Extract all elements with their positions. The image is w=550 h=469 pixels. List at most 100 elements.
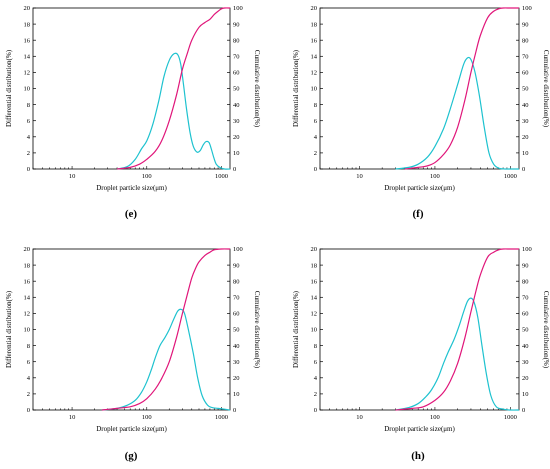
y-right-tick-label: 30 [522, 118, 529, 125]
y-left-tick-label: 20 [311, 246, 318, 253]
differential-distribution-line [395, 297, 520, 411]
x-axis-title: Droplet particle size(μm) [384, 425, 455, 433]
y-right-tick-label: 60 [233, 311, 240, 318]
differential-distribution-line [395, 56, 519, 170]
y-right-tick-label: 90 [522, 21, 529, 28]
y-right-tick-label: 60 [522, 70, 529, 77]
y-left-tick-label: 12 [24, 70, 31, 77]
y-left-tick-label: 6 [314, 118, 318, 125]
y-left-tick-label: 4 [314, 375, 318, 382]
y-left-tick-label: 14 [24, 295, 31, 302]
y-left-tick-label: 18 [311, 262, 318, 269]
panel-h: 0 2 4 6 8 10 12 14 16 18 20 0 10 20 30 40 50 60 70 80 90 100 1… [292, 246, 550, 462]
y-right-tick-label: 100 [522, 246, 532, 253]
y-right-tick-label: 30 [233, 118, 240, 125]
y-right-tick-label: 70 [233, 54, 240, 61]
y-left-tick-label: 0 [27, 166, 30, 173]
y-right-tick-label: 10 [233, 150, 240, 157]
y-left-tick-label: 4 [314, 134, 318, 141]
y-right-tick-label: 80 [233, 278, 240, 285]
y-left-tick-label: 6 [27, 359, 31, 366]
x-tick-label: 1000 [215, 173, 228, 180]
y-right-tick-label: 30 [522, 359, 529, 366]
y-left-tick-label: 18 [24, 21, 31, 28]
x-tick-label: 1000 [215, 414, 228, 421]
y-left-tick-label: 20 [311, 5, 318, 12]
y-left-axis-title: Differential distribution(%) [5, 49, 13, 127]
y-right-tick-label: 10 [233, 391, 240, 398]
y-left-tick-label: 14 [311, 295, 318, 302]
y-right-tick-label: 0 [522, 166, 525, 173]
plot-frame [32, 7, 231, 170]
y-right-tick-label: 0 [522, 407, 525, 414]
y-right-tick-label: 50 [522, 86, 529, 93]
y-left-axis-title: Differential distribution(%) [5, 290, 13, 368]
y-right-tick-label: 40 [522, 102, 529, 109]
x-tick-label: 1000 [504, 414, 517, 421]
y-right-tick-label: 80 [233, 37, 240, 44]
y-left-tick-label: 10 [24, 327, 31, 334]
x-tick-label: 10 [69, 173, 76, 180]
panel-label: (h) [411, 450, 425, 462]
plot-frame [32, 248, 231, 411]
y-right-tick-label: 10 [522, 150, 529, 157]
y-left-tick-label: 14 [24, 54, 31, 61]
panel-f: 0 2 4 6 8 10 12 14 16 18 20 0 10 20 30 40 50 60 70 80 90 100 1… [292, 5, 550, 220]
y-left-tick-label: 8 [27, 102, 30, 109]
x-tick-label: 10 [69, 414, 76, 421]
y-right-tick-label: 100 [233, 246, 243, 253]
x-axis-title: Droplet particle size(μm) [96, 425, 167, 433]
x-axis-title: Droplet particle size(μm) [96, 184, 167, 192]
y-right-axis-title: Cumulative distribution(%) [542, 291, 550, 369]
x-tick-label: 1000 [504, 173, 517, 180]
y-right-axis-title: Cumulative distribution(%) [253, 291, 261, 369]
x-tick-label: 100 [430, 173, 440, 180]
y-right-tick-label: 20 [233, 134, 240, 141]
y-left-tick-label: 2 [314, 391, 317, 398]
y-right-tick-label: 30 [233, 359, 240, 366]
y-right-tick-label: 70 [522, 54, 529, 61]
y-right-tick-label: 90 [233, 21, 240, 28]
y-left-axis-title: Differential distribution(%) [292, 49, 300, 127]
panel-label: (f) [413, 208, 424, 220]
cumulative-distribution-line [395, 248, 519, 411]
y-left-axis-title: Differential distribution(%) [292, 290, 300, 368]
y-right-tick-label: 60 [233, 70, 240, 77]
x-tick-label: 10 [356, 173, 363, 180]
cumulative-distribution-line [404, 7, 519, 170]
x-tick-label: 100 [430, 414, 440, 421]
y-left-tick-label: 10 [311, 327, 318, 334]
differential-distribution-line [101, 308, 231, 411]
y-right-tick-label: 20 [233, 375, 240, 382]
y-right-tick-label: 90 [233, 262, 240, 269]
y-right-tick-label: 60 [522, 311, 529, 318]
y-left-tick-label: 6 [314, 359, 318, 366]
y-left-tick-label: 18 [24, 262, 31, 269]
panel-label: (g) [125, 450, 138, 462]
panel-label: (e) [125, 208, 138, 220]
y-left-tick-label: 16 [24, 37, 31, 44]
y-right-tick-label: 40 [522, 343, 529, 350]
y-right-tick-label: 100 [233, 5, 243, 12]
y-left-tick-label: 14 [311, 54, 318, 61]
y-left-tick-label: 12 [311, 311, 318, 318]
y-right-tick-label: 50 [522, 327, 529, 334]
x-tick-label: 10 [356, 414, 363, 421]
y-left-tick-label: 4 [27, 134, 31, 141]
y-right-tick-label: 0 [233, 407, 236, 414]
cumulative-distribution-line [116, 7, 231, 170]
y-left-tick-label: 8 [27, 343, 30, 350]
y-left-tick-label: 4 [27, 375, 31, 382]
y-right-axis-title: Cumulative distribution(%) [542, 50, 550, 128]
x-tick-label: 100 [142, 173, 152, 180]
y-left-tick-label: 20 [24, 246, 31, 253]
x-tick-label: 100 [142, 414, 152, 421]
y-left-tick-label: 2 [314, 150, 317, 157]
y-left-tick-label: 2 [27, 391, 30, 398]
cumulative-distribution-line [101, 248, 231, 411]
y-left-tick-label: 16 [24, 278, 31, 285]
y-right-tick-label: 40 [233, 343, 240, 350]
y-right-tick-label: 10 [522, 391, 529, 398]
y-left-tick-label: 0 [314, 166, 317, 173]
